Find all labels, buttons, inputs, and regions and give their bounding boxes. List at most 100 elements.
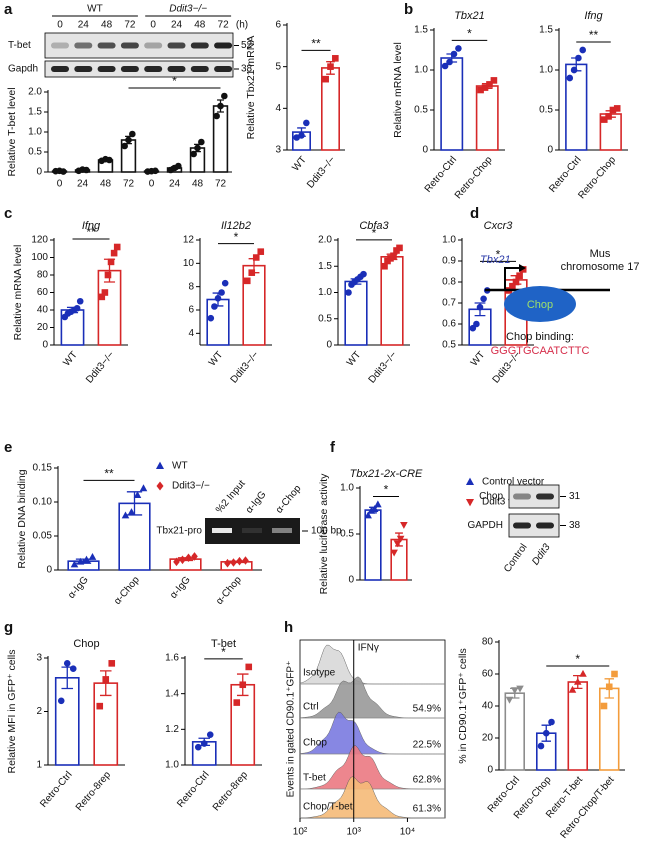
x-tick-label: 24 <box>169 179 181 190</box>
blot-band <box>214 42 233 49</box>
x-tick-label: 24 <box>77 179 89 190</box>
data-point <box>390 549 398 557</box>
y-tick-label: 0 <box>422 145 428 156</box>
significance-label: ** <box>104 467 114 481</box>
x-tick-label: Ddit3−/− <box>305 154 338 190</box>
significance-label: * <box>496 248 501 262</box>
error-bar <box>99 670 112 697</box>
x-tick-label: 72 <box>123 179 135 190</box>
lane-label: 48 <box>194 20 206 31</box>
data-point <box>70 560 79 568</box>
chart-title: Il12b2 <box>221 220 251 232</box>
y-tick-label: 80 <box>482 637 494 648</box>
data-point <box>133 491 142 499</box>
blot-band <box>120 66 139 72</box>
data-point <box>233 699 241 706</box>
data-point <box>113 243 121 251</box>
y-tick-label: 0.8 <box>442 277 456 288</box>
data-point <box>327 63 334 70</box>
data-point <box>613 105 621 112</box>
data-point <box>218 289 225 296</box>
track-label: Chop <box>303 738 327 749</box>
data-point <box>575 54 582 62</box>
y-tick-label: 0.7 <box>442 298 456 309</box>
legend-marker <box>465 499 475 507</box>
lane-label: Control <box>502 542 530 575</box>
y-tick-label: 0 <box>348 575 354 586</box>
data-point <box>200 740 208 747</box>
x-tick-label: Retro-8rep <box>211 769 250 813</box>
gel-band <box>272 528 292 533</box>
data-point <box>104 271 112 279</box>
y-tick-label: 1.0 <box>318 287 332 298</box>
y-axis-label: Relative T-bet level <box>6 87 18 176</box>
row-label: GAPDH <box>467 520 503 531</box>
significance-label: * <box>575 652 580 666</box>
gate-percent: 22.5% <box>413 740 441 751</box>
data-point <box>516 685 524 693</box>
data-point <box>63 660 71 667</box>
data-point <box>303 119 310 127</box>
data-point <box>179 555 186 565</box>
y-tick-label: 0.10 <box>33 497 53 508</box>
blot-band <box>536 522 554 529</box>
x-tick-label: α-Chop <box>214 574 244 607</box>
binding-title: Chop binding: <box>506 331 574 343</box>
y-tick-label: 1.5 <box>539 25 553 36</box>
panel-label: b <box>404 1 413 18</box>
blot-band <box>190 66 209 72</box>
y-tick-label: 1.0 <box>442 235 456 246</box>
data-point <box>121 511 130 519</box>
data-point <box>207 314 215 322</box>
y-tick-label: 0.5 <box>28 147 42 158</box>
chromosome-label: Mus <box>590 248 611 260</box>
data-point <box>198 138 205 146</box>
x-tick-label: Retro-8rep <box>74 769 113 813</box>
blot-band <box>144 66 163 72</box>
data-point <box>548 718 555 726</box>
x-tick-label: 48 <box>100 179 112 190</box>
protein-label: Chop <box>527 299 553 311</box>
lane-unit: (h) <box>236 20 248 31</box>
data-point <box>579 669 587 677</box>
x-tick-label: 10³ <box>346 827 361 838</box>
blot-band <box>74 66 93 72</box>
track-label: T-bet <box>303 773 326 784</box>
gate-percent: 54.9% <box>413 704 441 715</box>
chop-protein <box>504 286 576 322</box>
blot-band <box>144 42 163 49</box>
data-point <box>88 552 97 560</box>
x-tick-label: WT <box>469 350 487 369</box>
data-point <box>446 58 453 66</box>
chromosome-label: chromosome 17 <box>561 261 640 273</box>
x-tick-label: 48 <box>192 179 204 190</box>
data-point <box>516 272 523 279</box>
gate-percent: 61.3% <box>413 804 441 815</box>
data-point <box>69 665 77 673</box>
data-point <box>473 320 480 328</box>
lane-label: 24 <box>78 20 90 31</box>
data-point <box>224 558 231 568</box>
data-point <box>217 102 224 110</box>
data-point <box>570 66 578 74</box>
significance-label: * <box>467 27 472 41</box>
y-tick-label: 1 <box>36 760 42 771</box>
y-tick-label: 40 <box>482 701 494 712</box>
data-point <box>396 244 403 252</box>
y-tick-label: 4 <box>188 328 194 339</box>
panel-label: a <box>4 1 13 18</box>
data-point <box>476 303 484 311</box>
data-point <box>194 144 201 152</box>
data-point <box>322 75 329 83</box>
data-point <box>127 508 136 516</box>
y-tick-label: 2.0 <box>28 87 42 98</box>
data-point <box>490 77 498 84</box>
row-label: Tbx21-pro <box>156 526 202 537</box>
data-point <box>537 742 545 750</box>
y-tick-label: 1.0 <box>539 65 553 76</box>
data-point <box>206 731 214 738</box>
data-point <box>76 557 85 565</box>
y-tick-label: 6 <box>188 305 194 316</box>
y-tick-label: 0.15 <box>33 463 53 474</box>
